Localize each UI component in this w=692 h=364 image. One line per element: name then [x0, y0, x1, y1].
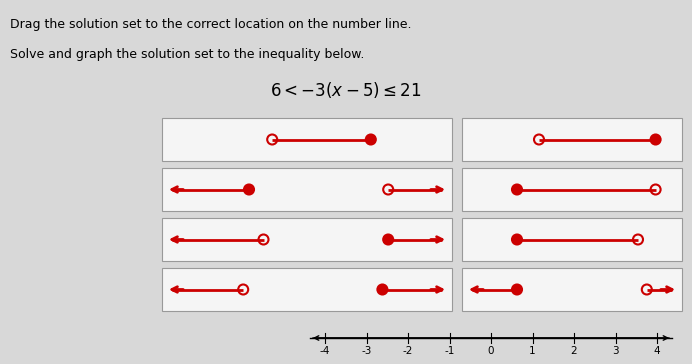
Text: 0: 0: [488, 346, 494, 356]
Bar: [162, 168, 452, 211]
Text: Drag the solution set to the correct location on the number line.: Drag the solution set to the correct loc…: [10, 18, 412, 31]
Text: 3: 3: [612, 346, 619, 356]
Text: 2: 2: [571, 346, 577, 356]
Bar: [462, 168, 682, 211]
Text: -1: -1: [444, 346, 455, 356]
Bar: [462, 118, 682, 161]
Bar: [462, 268, 682, 311]
Text: Solve and graph the solution set to the inequality below.: Solve and graph the solution set to the …: [10, 48, 365, 61]
Bar: [162, 118, 452, 161]
Text: $6 < -3(x - 5) \leq 21$: $6 < -3(x - 5) \leq 21$: [271, 80, 421, 100]
Circle shape: [512, 285, 522, 294]
Circle shape: [244, 185, 254, 194]
Text: -4: -4: [320, 346, 330, 356]
Text: 1: 1: [529, 346, 536, 356]
Circle shape: [512, 234, 522, 245]
Bar: [162, 268, 452, 311]
Circle shape: [377, 285, 388, 294]
Circle shape: [366, 135, 376, 145]
Circle shape: [383, 234, 393, 245]
Circle shape: [512, 185, 522, 194]
Text: -3: -3: [361, 346, 372, 356]
Circle shape: [650, 135, 661, 145]
Text: -2: -2: [403, 346, 413, 356]
Bar: [162, 218, 452, 261]
Text: 4: 4: [654, 346, 660, 356]
Bar: [462, 218, 682, 261]
